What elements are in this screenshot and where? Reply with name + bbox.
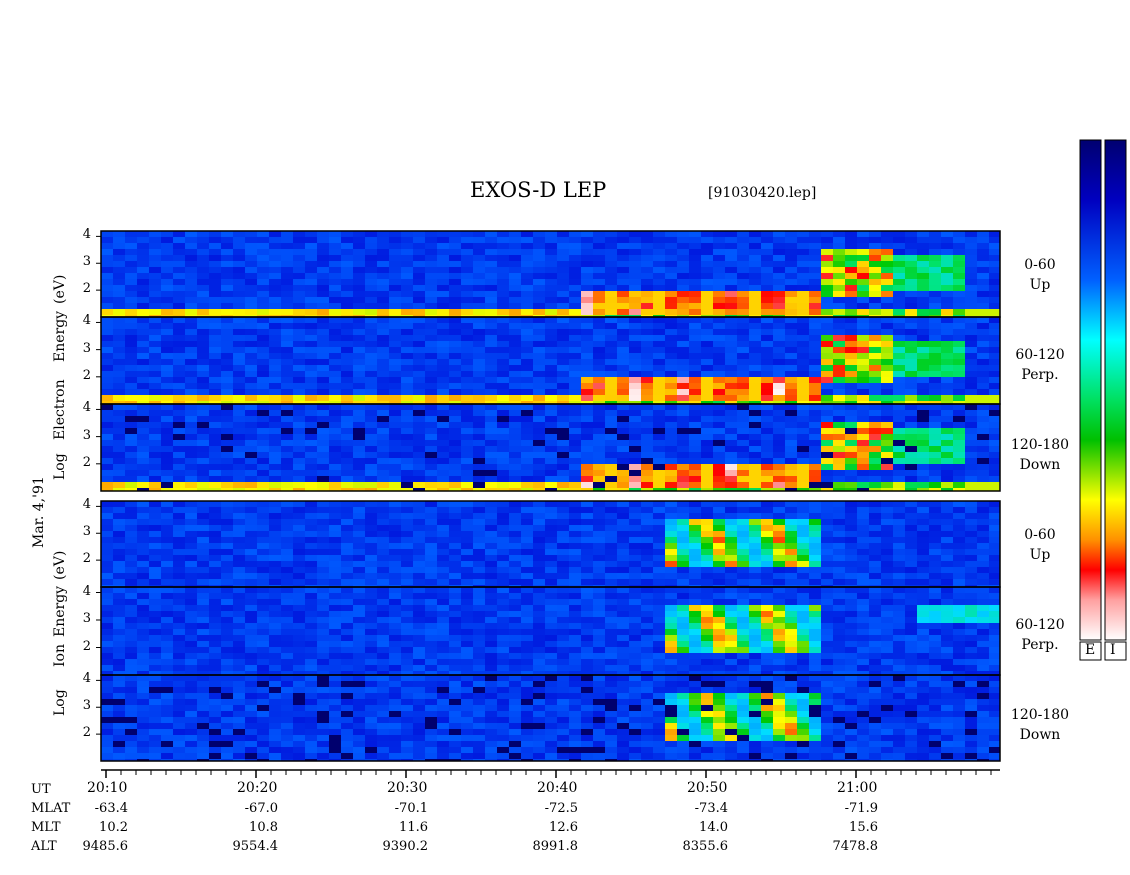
x-tick-label: 20:10: [87, 780, 128, 796]
channel-direction: Down: [1019, 727, 1061, 743]
colorbar-ion-label: I: [1110, 642, 1116, 658]
axis-layer: [96, 230, 1001, 778]
heatmap-layer: [101, 231, 1000, 761]
ephemeris-label-alt: ALT: [31, 839, 57, 854]
ion-ylabel-unit: (eV): [52, 550, 68, 580]
y-tick-label: 4: [82, 227, 91, 243]
colorbar-electron-label: E: [1085, 642, 1096, 658]
y-tick-label: 4: [82, 400, 91, 416]
ion-channel-perp: 60-120 Perp.: [995, 615, 1085, 655]
colorbar-ion-box: [1104, 641, 1127, 661]
ion-ylabel-log: Log: [52, 689, 68, 716]
channel-range: 60-120: [1015, 347, 1065, 363]
ephemeris-mlat: -71.9: [844, 801, 878, 816]
ephemeris-mlat: -67.0: [244, 801, 278, 816]
channel-direction: Perp.: [1021, 637, 1059, 653]
ephemeris-label-ut: UT: [31, 782, 51, 797]
channel-range: 0-60: [1024, 527, 1056, 543]
spectrogram-panel-ion-60-120: [101, 587, 1000, 675]
x-tick-label: 20:40: [537, 780, 578, 796]
channel-direction: Perp.: [1021, 367, 1059, 383]
ephemeris-label-mlat: MLAT: [31, 801, 71, 816]
spectrogram-panel-ion-120-180: [101, 675, 1000, 761]
ephemeris-mlat: -63.4: [94, 801, 128, 816]
ephemeris-alt: 7478.8: [832, 839, 879, 854]
y-tick-label: 4: [82, 671, 91, 687]
ion-ylabel-ion: Ion: [52, 644, 68, 667]
ephemeris-alt: 9390.2: [382, 839, 429, 854]
ephemeris-mlat: -72.5: [544, 801, 578, 816]
ephemeris-mlt: 11.6: [399, 820, 428, 835]
spectrogram-panel-electron-0-60: [101, 231, 1000, 317]
y-tick-label: 2: [82, 725, 91, 741]
channel-range: 0-60: [1024, 257, 1056, 273]
channel-direction: Up: [1029, 277, 1051, 293]
ephemeris-alt: 9485.6: [82, 839, 129, 854]
electron-channel-down: 120-180 Down: [995, 435, 1085, 475]
ephemeris-mlt: 12.6: [549, 820, 578, 835]
spectrogram-panel-electron-60-120: [101, 317, 1000, 404]
ion-channel-down: 120-180 Down: [995, 705, 1085, 745]
y-tick-label: 3: [82, 524, 91, 540]
ephemeris-mlat: -73.4: [694, 801, 728, 816]
channel-range: 60-120: [1015, 617, 1065, 633]
ephemeris-mlt: 10.8: [249, 820, 278, 835]
y-tick-label: 3: [82, 254, 91, 270]
ephemeris-mlt: 15.6: [849, 820, 878, 835]
x-tick-label: 20:50: [687, 780, 728, 796]
date-label: Mar. 4,'91: [31, 476, 47, 548]
y-tick-label: 3: [82, 698, 91, 714]
x-tick-label: 20:30: [387, 780, 428, 796]
x-tick-label: 21:00: [837, 780, 878, 796]
y-tick-label: 4: [82, 497, 91, 513]
chart-title: EXOS-D LEP: [470, 178, 607, 202]
colorbar-electron: [1079, 139, 1102, 641]
y-tick-label: 2: [82, 638, 91, 654]
panel-frame: [100, 674, 1001, 762]
ephemeris-alt: 8991.8: [532, 839, 579, 854]
spectrogram-panel-ion-0-60: [101, 501, 1000, 587]
y-tick-label: 2: [82, 551, 91, 567]
ephemeris-alt: 9554.4: [232, 839, 279, 854]
y-tick-label: 4: [82, 313, 91, 329]
colorbar-ion: [1104, 139, 1127, 641]
channel-direction: Down: [1019, 457, 1061, 473]
electron-ylabel-log: Log: [52, 453, 68, 480]
ephemeris-label-mlt: MLT: [31, 820, 61, 835]
y-tick-label: 2: [82, 454, 91, 470]
channel-direction: Up: [1029, 547, 1051, 563]
x-tick-label: 20:20: [237, 780, 278, 796]
electron-channel-up: 0-60 Up: [995, 255, 1085, 295]
y-tick-label: 2: [82, 367, 91, 383]
file-label: [91030420.lep]: [708, 185, 817, 201]
panel-frame: [100, 403, 1001, 492]
channel-range: 120-180: [1010, 437, 1070, 453]
y-tick-label: 4: [82, 583, 91, 599]
electron-channel-perp: 60-120 Perp.: [995, 345, 1085, 385]
electron-ylabel-electron: Electron: [52, 379, 68, 440]
ion-ylabel-energy: Energy: [52, 585, 68, 637]
electron-ylabel-energy: Energy: [52, 310, 68, 362]
ephemeris-mlt: 10.2: [99, 820, 128, 835]
ephemeris-alt: 8355.6: [682, 839, 729, 854]
electron-ylabel-unit: (eV): [52, 274, 68, 304]
y-tick-label: 3: [82, 427, 91, 443]
ephemeris-mlt: 14.0: [699, 820, 728, 835]
y-tick-label: 3: [82, 611, 91, 626]
colorbar-electron-box: [1079, 641, 1102, 661]
y-tick-label: 2: [82, 281, 91, 297]
spectrogram-panel-electron-120-180: [101, 404, 1000, 491]
y-tick-label: 3: [82, 340, 91, 356]
ion-channel-up: 0-60 Up: [995, 525, 1085, 565]
ephemeris-mlat: -70.1: [394, 801, 428, 816]
channel-range: 120-180: [1010, 707, 1070, 723]
